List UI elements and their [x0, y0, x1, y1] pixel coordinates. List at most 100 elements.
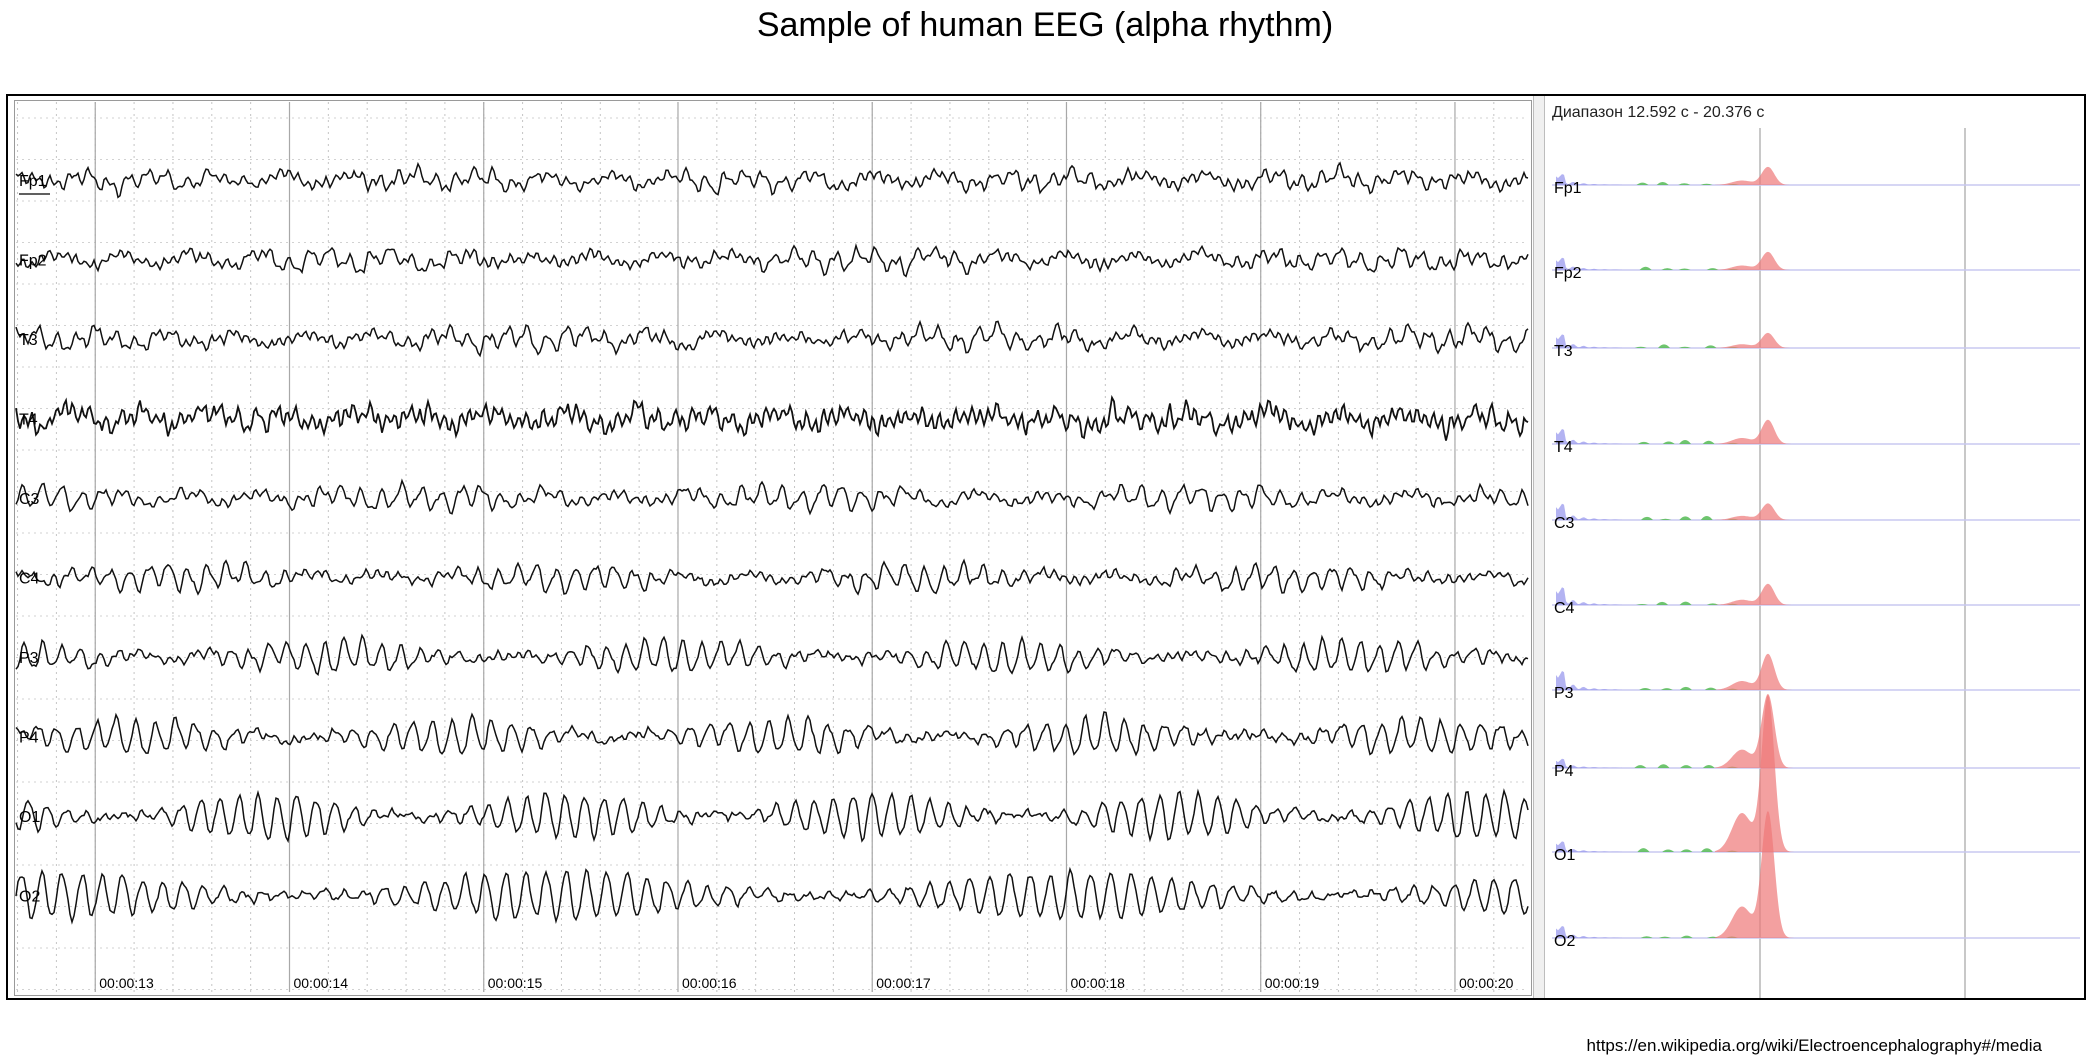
chart-title: Sample of human EEG (alpha rhythm): [756, 6, 1334, 44]
x-tick-label: 00:00:19: [1265, 975, 1320, 991]
spectrum-theta-band: [1637, 441, 1650, 444]
x-tick-label: 00:00:14: [293, 975, 348, 991]
spectrum-channel-label-t3: T3: [1554, 343, 1573, 360]
channel-label-p4: P4: [19, 730, 39, 747]
spectrum-theta-band: [1661, 268, 1674, 270]
spectrum-alpha-peak: [1715, 251, 1800, 270]
spectrum-theta-band: [1634, 765, 1647, 768]
spectrum-theta-band: [1700, 183, 1713, 185]
eeg-trace-fp1: [15, 161, 1529, 199]
x-tick-label: 00:00:15: [488, 975, 543, 991]
spectrum-theta-band: [1700, 516, 1713, 520]
spectrum-panel: [1547, 100, 2084, 996]
spectrum-delta-band: [1556, 174, 1622, 185]
spectrum-channel-label-fp1: Fp1: [1554, 180, 1582, 197]
panel-splitter[interactable]: [1533, 96, 1545, 998]
spectrum-channel-label-o1: O1: [1554, 847, 1575, 864]
spectrum-theta-band: [1660, 688, 1673, 690]
spectrum-theta-band: [1680, 849, 1693, 852]
spectrum-channel-label-o2: O2: [1554, 933, 1575, 950]
channel-label-p3: P3: [19, 650, 39, 667]
spectrum-theta-band: [1659, 518, 1672, 520]
spectrum-theta-band: [1680, 935, 1693, 938]
spectrum-theta-band: [1656, 601, 1669, 605]
spectrum-theta-band: [1704, 345, 1717, 348]
spectrum-channel-label-p3: P3: [1554, 685, 1574, 702]
spectrum-delta-band: [1556, 587, 1622, 605]
eeg-trace-t4: [15, 394, 1529, 441]
channel-label-fp2: Fp2: [19, 253, 47, 270]
spectrum-alpha-peak: [1715, 653, 1800, 690]
spectrum-theta-band: [1706, 603, 1719, 605]
spectrum-theta-band: [1702, 764, 1715, 768]
channel-label-c4: C4: [19, 571, 40, 588]
channel-label-o2: O2: [19, 889, 40, 906]
spectrum-alpha-peak: [1715, 694, 1800, 852]
spectrum-theta-band: [1657, 764, 1670, 768]
spectrum-delta-band: [1556, 257, 1622, 270]
spectrum-alpha-peak: [1715, 419, 1800, 444]
spectrum-theta-band: [1636, 603, 1649, 605]
spectrum-theta-band: [1678, 183, 1691, 185]
x-tick-label: 00:00:16: [682, 975, 737, 991]
x-tick-label: 00:00:17: [876, 975, 931, 991]
x-tick-label: 00:00:13: [99, 975, 154, 991]
spectrum-theta-band: [1634, 346, 1647, 348]
x-tick-label: 00:00:20: [1459, 975, 1514, 991]
spectrum-theta-band: [1679, 440, 1692, 444]
eeg-trace-fp2: [15, 243, 1529, 278]
spectrum-delta-band: [1556, 841, 1622, 852]
spectrum-theta-band: [1702, 440, 1715, 444]
spectrum-theta-band: [1658, 936, 1671, 938]
spectrum-alpha-peak: [1715, 332, 1800, 348]
spectrum-theta-band: [1656, 181, 1669, 185]
eeg-trace-c3: [15, 478, 1529, 516]
spectrum-channel-label-t4: T4: [1554, 439, 1573, 456]
eeg-trace-o1: [15, 788, 1529, 844]
channel-label-o1: O1: [19, 809, 40, 826]
spectrum-theta-band: [1679, 601, 1692, 605]
spectrum-delta-band: [1556, 926, 1622, 938]
spectrum-alpha-peak: [1715, 503, 1800, 520]
spectrum-theta-band: [1637, 848, 1650, 852]
spectrum-channel-label-c4: C4: [1554, 600, 1575, 617]
eeg-trace-c4: [15, 558, 1529, 596]
eeg-trace-p3: [15, 633, 1529, 677]
spectrum-delta-band: [1556, 671, 1622, 690]
spectrum-channel-label-p4: P4: [1554, 763, 1574, 780]
spectrum-delta-band: [1556, 334, 1622, 348]
channel-label-t3: T3: [19, 332, 38, 349]
spectrum-alpha-peak: [1715, 166, 1800, 185]
spectrum-delta-band: [1556, 503, 1622, 520]
channel-label-c3: C3: [19, 491, 40, 508]
spectrum-theta-band: [1704, 687, 1717, 690]
spectrum-theta-band: [1662, 441, 1675, 444]
spectrum-theta-band: [1639, 266, 1652, 270]
spectrum-theta-band: [1640, 936, 1653, 938]
spectrum-channel-label-c3: C3: [1554, 515, 1575, 532]
spectrum-theta-band: [1678, 346, 1691, 348]
spectrum-alpha-peak: [1715, 811, 1800, 938]
spectrum-theta-band: [1679, 686, 1692, 690]
source-credit: https://en.wikipedia.org/wiki/Electroenc…: [1586, 1036, 2042, 1055]
spectrum-theta-band: [1680, 765, 1693, 768]
eeg-trace-o2: [15, 866, 1529, 925]
spectrum-alpha-peak: [1715, 583, 1800, 605]
spectrum-delta-band: [1556, 758, 1622, 768]
channel-label-fp1: Fp1: [19, 173, 47, 190]
spectrum-theta-band: [1679, 516, 1692, 520]
spectrum-delta-band: [1556, 429, 1622, 444]
spectrum-theta-band: [1640, 516, 1653, 520]
eeg-trace-t3: [15, 319, 1529, 358]
channel-label-t4: T4: [19, 412, 38, 429]
spectrum-theta-band: [1658, 344, 1671, 348]
spectrum-theta-band: [1678, 268, 1691, 270]
spectrum-range-label: Диапазон 12.592 с - 20.376 с: [1552, 104, 1765, 121]
eeg-trace-p4: [15, 711, 1529, 757]
eeg-trace-panel: [14, 100, 1532, 996]
spectrum-theta-band: [1700, 848, 1713, 852]
spectrum-theta-band: [1662, 849, 1675, 852]
spectrum-theta-band: [1706, 268, 1719, 270]
spectrum-channel-label-fp2: Fp2: [1554, 265, 1582, 282]
